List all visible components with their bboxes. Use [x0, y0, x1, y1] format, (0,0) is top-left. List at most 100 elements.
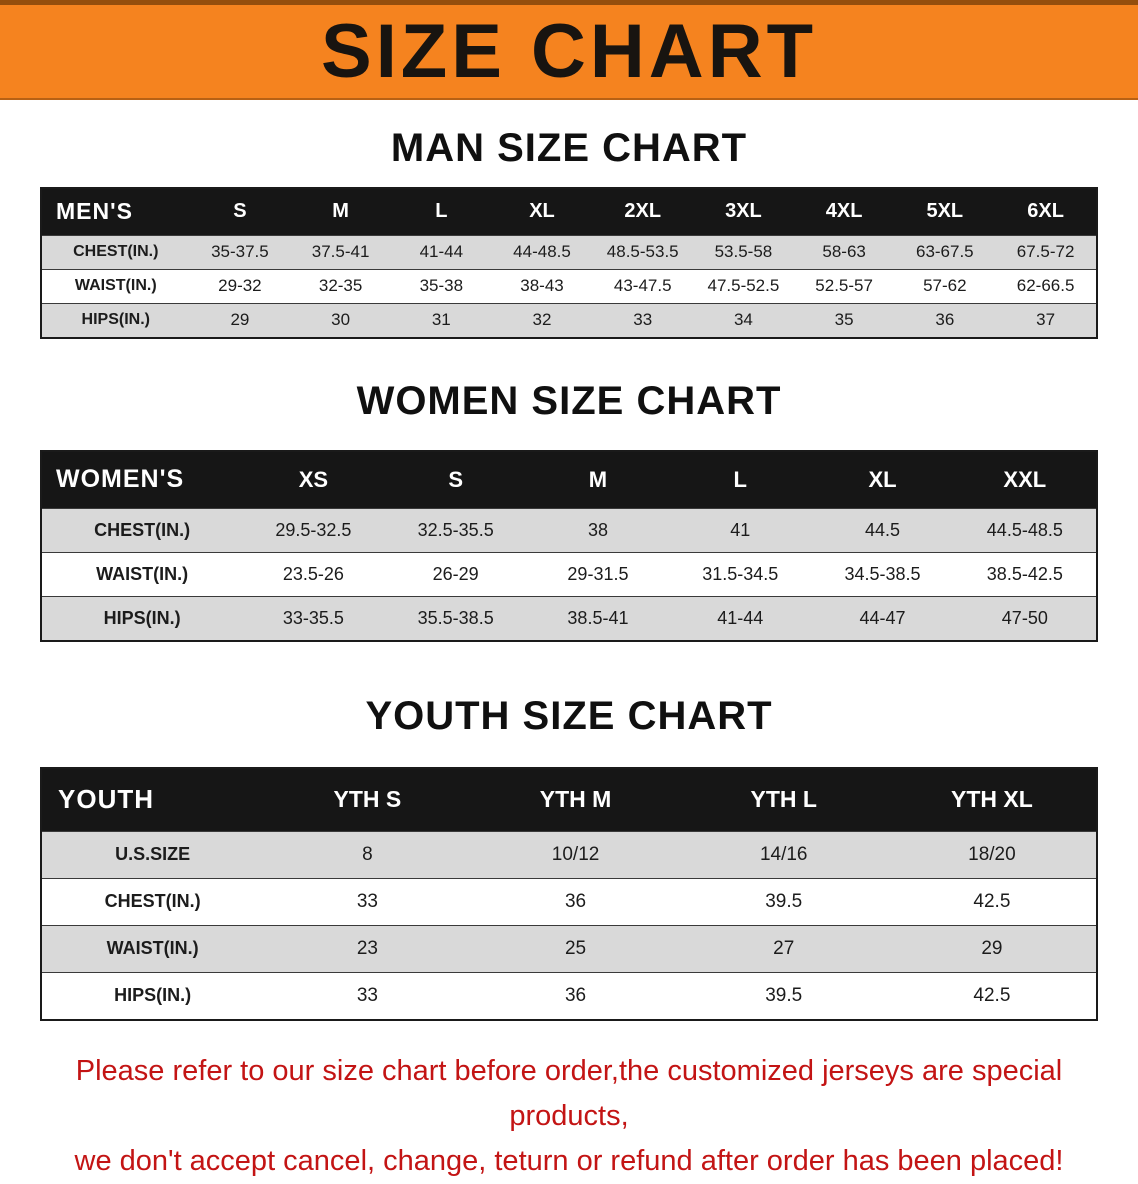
- size-value: 62-66.5: [995, 268, 1096, 303]
- size-value: 26-29: [384, 551, 527, 596]
- size-column-header: 6XL: [995, 189, 1096, 235]
- size-column-header: YTH S: [263, 769, 472, 831]
- size-value: 57-62: [894, 268, 996, 303]
- youth-size-table: YOUTH YTH S YTH M YTH L YTH XL U.S.SIZE 8 10/12…: [40, 767, 1098, 1021]
- table-row: WAIST(IN.) 23 25 27 29: [42, 924, 1096, 972]
- size-value: 32.5-35.5: [384, 507, 527, 552]
- size-value: 29: [189, 302, 291, 337]
- row-label: CHEST(IN.): [42, 877, 264, 925]
- man-size-chart-section: MAN SIZE CHART MEN'S S M L XL 2XL 3XL 4XL 5XL 6XL…: [0, 126, 1138, 339]
- women-size-chart-section: WOMEN SIZE CHART WOMEN'S XS S M L XL XXL CHEST(…: [0, 379, 1138, 642]
- row-label: U.S.SIZE: [42, 830, 264, 878]
- size-value: 27: [679, 924, 888, 972]
- size-value: 44.5: [811, 507, 954, 552]
- size-value: 29: [887, 924, 1096, 972]
- size-value: 34.5-38.5: [811, 551, 954, 596]
- disclaimer-line-2: we don't accept cancel, change, teturn o…: [74, 1144, 1064, 1177]
- row-label: WAIST(IN.): [42, 924, 264, 972]
- size-value: 52.5-57: [793, 268, 895, 303]
- size-value: 47.5-52.5: [693, 268, 794, 303]
- size-value: 44-48.5: [491, 234, 593, 269]
- table-row: HIPS(IN.) 29 30 31 32 33 34 35 36 37: [42, 302, 1096, 337]
- size-value: 38-43: [491, 268, 593, 303]
- size-value: 43-47.5: [592, 268, 694, 303]
- size-value: 35-37.5: [189, 234, 291, 269]
- table-row: HIPS(IN.) 33-35.5 35.5-38.5 38.5-41 41-44 44-…: [42, 595, 1096, 640]
- row-label: HIPS(IN.): [42, 595, 243, 640]
- size-column-header: YTH M: [471, 769, 680, 831]
- table-corner-label: WOMEN'S: [42, 452, 243, 508]
- size-value: 53.5-58: [693, 234, 794, 269]
- table-row: CHEST(IN.) 33 36 39.5 42.5: [42, 877, 1096, 925]
- size-value: 35-38: [390, 268, 492, 303]
- size-value: 58-63: [793, 234, 895, 269]
- men-size-table-grid: MEN'S S M L XL 2XL 3XL 4XL 5XL 6XL CHEST(IN.) 35-37…: [42, 189, 1096, 337]
- size-value: 23: [263, 924, 472, 972]
- size-value: 8: [263, 830, 472, 878]
- size-value: 33: [263, 877, 472, 925]
- size-value: 36: [471, 877, 680, 925]
- size-column-header: M: [290, 189, 391, 235]
- size-value: 29-31.5: [526, 551, 670, 596]
- size-value: 39.5: [679, 877, 888, 925]
- size-column-header: XXL: [953, 452, 1096, 508]
- table-header-row: MEN'S S M L XL 2XL 3XL 4XL 5XL 6XL: [42, 189, 1096, 235]
- size-value: 37.5-41: [290, 234, 391, 269]
- table-row: WAIST(IN.) 23.5-26 26-29 29-31.5 31.5-34.5 34…: [42, 551, 1096, 596]
- table-corner-label: MEN'S: [42, 189, 190, 235]
- size-value: 14/16: [679, 830, 888, 878]
- size-column-header: 3XL: [693, 189, 794, 235]
- table-row: CHEST(IN.) 29.5-32.5 32.5-35.5 38 41 44.5 44.5…: [42, 507, 1096, 552]
- size-value: 18/20: [887, 830, 1096, 878]
- size-value: 39.5: [679, 971, 888, 1019]
- row-label: HIPS(IN.): [42, 971, 264, 1019]
- table-header-row: YOUTH YTH S YTH M YTH L YTH XL: [42, 769, 1096, 831]
- size-column-header: 5XL: [894, 189, 996, 235]
- size-column-header: S: [189, 189, 291, 235]
- size-value: 10/12: [471, 830, 680, 878]
- size-column-header: L: [390, 189, 492, 235]
- size-value: 47-50: [953, 595, 1096, 640]
- youth-size-chart-title: YOUTH SIZE CHART: [365, 694, 773, 738]
- row-label: HIPS(IN.): [42, 302, 190, 337]
- size-column-header: YTH L: [679, 769, 888, 831]
- size-column-header: S: [384, 452, 527, 508]
- size-value: 25: [471, 924, 680, 972]
- size-value: 34: [693, 302, 794, 337]
- size-value: 44.5-48.5: [953, 507, 1096, 552]
- table-row: WAIST(IN.) 29-32 32-35 35-38 38-43 43-47.5 47.…: [42, 268, 1096, 303]
- size-value: 35: [793, 302, 895, 337]
- size-value: 29.5-32.5: [242, 507, 385, 552]
- size-value: 44-47: [811, 595, 954, 640]
- size-value: 41: [669, 507, 812, 552]
- table-corner-label: YOUTH: [42, 769, 264, 831]
- disclaimer-line-1: Please refer to our size chart before or…: [75, 1055, 1063, 1132]
- size-value: 29-32: [189, 268, 291, 303]
- size-value: 23.5-26: [242, 551, 385, 596]
- table-header-row: WOMEN'S XS S M L XL XXL: [42, 452, 1096, 508]
- youth-size-chart-section: YOUTH SIZE CHART YOUTH YTH S YTH M YTH L YTH…: [0, 694, 1138, 1021]
- women-size-chart-title: WOMEN SIZE CHART: [356, 379, 782, 423]
- men-size-table: MEN'S S M L XL 2XL 3XL 4XL 5XL 6XL CHEST(IN.) 35-37…: [40, 187, 1098, 339]
- size-value: 31.5-34.5: [669, 551, 812, 596]
- size-value: 63-67.5: [894, 234, 996, 269]
- size-value: 42.5: [887, 971, 1096, 1019]
- table-row: HIPS(IN.) 33 36 39.5 42.5: [42, 971, 1096, 1019]
- size-value: 67.5-72: [995, 234, 1096, 269]
- size-value: 32-35: [290, 268, 391, 303]
- row-label: CHEST(IN.): [42, 507, 243, 552]
- size-value: 38.5-41: [526, 595, 670, 640]
- size-value: 35.5-38.5: [384, 595, 527, 640]
- table-row: U.S.SIZE 8 10/12 14/16 18/20: [42, 830, 1096, 878]
- table-row: CHEST(IN.) 35-37.5 37.5-41 41-44 44-48.5 48.5…: [42, 234, 1096, 269]
- size-column-header: YTH XL: [887, 769, 1096, 831]
- size-value: 36: [471, 971, 680, 1019]
- disclaimer: Please refer to our size chart before or…: [36, 1049, 1102, 1184]
- size-column-header: M: [526, 452, 670, 508]
- size-chart-banner-title: SIZE CHART: [321, 8, 817, 94]
- row-label: WAIST(IN.): [42, 551, 243, 596]
- size-column-header: XL: [811, 452, 954, 508]
- youth-size-table-grid: YOUTH YTH S YTH M YTH L YTH XL U.S.SIZE 8 10/12…: [42, 769, 1096, 1019]
- size-column-header: 2XL: [592, 189, 694, 235]
- women-size-table: WOMEN'S XS S M L XL XXL CHEST(IN.) 29.5-32.5 32.5…: [40, 450, 1098, 642]
